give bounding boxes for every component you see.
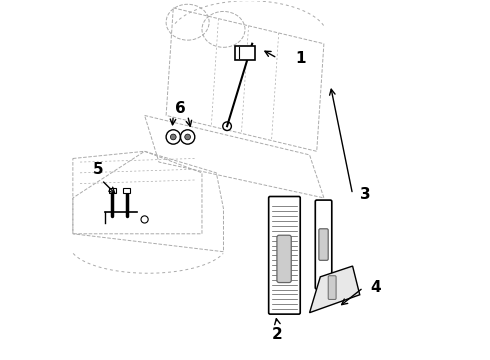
FancyBboxPatch shape — [328, 276, 336, 300]
Text: 6: 6 — [175, 101, 186, 116]
Circle shape — [185, 134, 191, 140]
FancyBboxPatch shape — [319, 229, 328, 260]
Text: 2: 2 — [272, 327, 283, 342]
Polygon shape — [310, 266, 360, 313]
FancyBboxPatch shape — [123, 188, 130, 193]
FancyBboxPatch shape — [235, 45, 255, 60]
Text: 3: 3 — [360, 187, 370, 202]
Text: 4: 4 — [370, 280, 381, 295]
FancyBboxPatch shape — [109, 188, 116, 193]
Text: 5: 5 — [93, 162, 103, 177]
Text: 1: 1 — [295, 50, 306, 66]
FancyBboxPatch shape — [269, 197, 300, 314]
Circle shape — [171, 134, 176, 140]
FancyBboxPatch shape — [315, 200, 332, 289]
FancyBboxPatch shape — [277, 235, 291, 283]
